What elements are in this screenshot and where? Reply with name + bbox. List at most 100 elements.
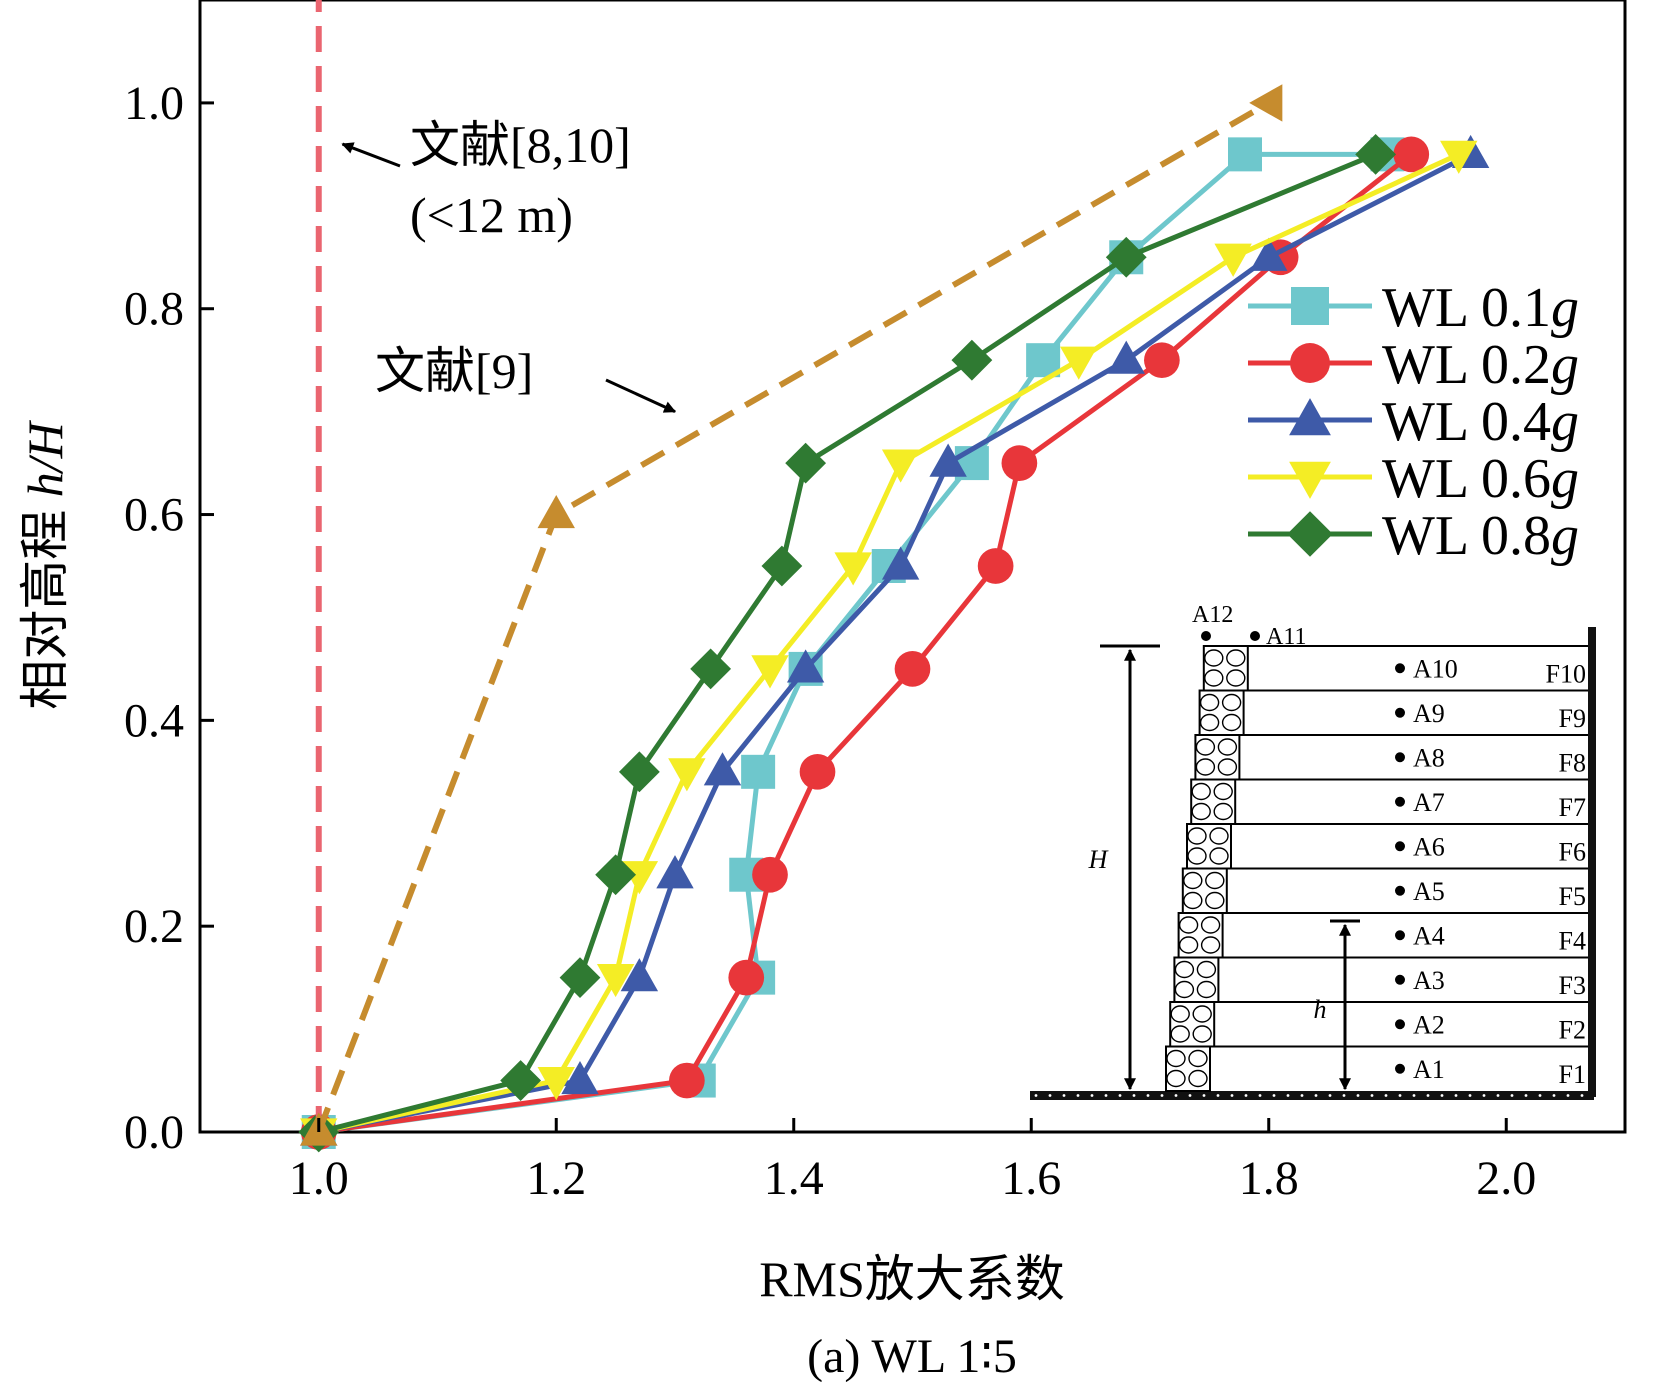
inset-ground-dot <box>1384 1094 1388 1097</box>
data-point <box>561 1060 599 1095</box>
inset-ground-dot <box>1202 1094 1206 1097</box>
inset-stone-block <box>1165 1045 1211 1092</box>
inset-floor-label: F7 <box>1559 793 1586 822</box>
legend-swatch-marker <box>1290 343 1330 383</box>
inset-stone <box>1204 669 1224 687</box>
legend-item: WL 0.2g <box>1248 334 1579 396</box>
inset-stone-block <box>1177 912 1224 959</box>
inset-floor-label: F3 <box>1559 971 1586 1000</box>
legend-item: WL 0.6g <box>1248 448 1579 510</box>
plot-frame <box>198 0 1627 1134</box>
inset-ground-dot <box>1468 1094 1472 1097</box>
data-point <box>1144 342 1180 379</box>
inset-sensor-label: A12 <box>1192 602 1233 628</box>
inset-sensor-label: A7 <box>1413 788 1445 817</box>
data-point <box>834 552 872 586</box>
plot-frame-group <box>198 0 1627 1134</box>
data-point <box>656 855 694 889</box>
inset-floor-label: F10 <box>1546 660 1586 689</box>
data-point <box>761 545 803 587</box>
inset-sensor-label: A10 <box>1413 654 1458 683</box>
inset-stone <box>1209 827 1229 845</box>
legend-label-unit: g <box>1551 277 1579 339</box>
inset-stone <box>1226 669 1246 687</box>
inset-ground-dot <box>1146 1094 1150 1097</box>
inset-sensor-dot <box>1395 752 1405 763</box>
data-point <box>799 753 836 790</box>
data-point <box>1214 243 1252 277</box>
inset-stone <box>1178 936 1199 954</box>
inset-ground-dot <box>1272 1094 1276 1097</box>
data-point <box>929 443 967 477</box>
inset-h-label: h <box>1314 995 1327 1024</box>
data-point <box>703 752 742 786</box>
data-point <box>1228 137 1262 172</box>
inset-H-label: H <box>1088 845 1109 874</box>
inset-sensor-dot <box>1395 1063 1405 1074</box>
data-point <box>669 1062 705 1099</box>
annotation-text: (<12 m) <box>410 187 573 243</box>
inset-sensor: A12 <box>1192 602 1233 641</box>
data-point <box>752 856 788 893</box>
inset-ground-dot <box>1524 1094 1528 1097</box>
inset-stone <box>1188 1069 1208 1088</box>
inset-stone <box>1217 758 1238 776</box>
inset-stone <box>1192 1005 1212 1023</box>
inset-stone <box>1195 758 1216 776</box>
legend-label-unit: g <box>1551 391 1579 453</box>
inset-ground-dot <box>1188 1094 1192 1097</box>
series-2 <box>300 134 1490 1146</box>
inset-ground-dot <box>1496 1094 1500 1097</box>
inset-stone <box>1204 649 1224 667</box>
inset-stone <box>1188 1049 1208 1068</box>
inset-sensor-dot <box>1395 1019 1405 1030</box>
legend-label-text: WL 0.1 <box>1382 277 1551 339</box>
inset-stone <box>1166 1049 1186 1068</box>
inset-floor-label: F1 <box>1559 1060 1586 1089</box>
inset-ground-dot <box>1580 1094 1584 1097</box>
inset-stone <box>1226 649 1246 667</box>
inset-sensor-dot <box>1395 841 1405 852</box>
inset-block-outline <box>1198 689 1245 736</box>
y-tick-label: 0.0 <box>124 1106 184 1159</box>
inset-ground-dot <box>1076 1094 1080 1097</box>
inset-ground-dot <box>1062 1094 1066 1097</box>
inset-stone-block <box>1169 1001 1216 1048</box>
y-tick-label: 0.2 <box>124 900 184 953</box>
inset-stone <box>1199 713 1220 732</box>
data-point <box>1060 346 1098 380</box>
annotation-ref-8-10: 文献[8,10] (<12 m) <box>341 117 631 243</box>
y-axis-title-italic: h/H <box>17 419 73 497</box>
annotation-arrow <box>605 378 677 413</box>
inset-sensor-label: A6 <box>1413 832 1445 861</box>
inset-sensor: A1 <box>1395 1055 1445 1084</box>
inset-stone-block <box>1202 645 1249 692</box>
inset-floor-label: F9 <box>1559 704 1586 733</box>
inset-stone <box>1170 1005 1190 1023</box>
inset-sensor-dot <box>1395 707 1405 718</box>
inset-ground-dot <box>1118 1094 1122 1097</box>
inset-stone <box>1213 802 1233 821</box>
data-point <box>500 1060 542 1101</box>
inset-ground-dot <box>1510 1094 1514 1097</box>
inset-ground-dot <box>1216 1094 1220 1097</box>
data-point <box>728 959 765 996</box>
inset-stone <box>1213 782 1233 801</box>
data-point <box>951 339 993 381</box>
legend-swatch-marker <box>1289 398 1331 436</box>
inset-sensor-label: A1 <box>1413 1055 1445 1084</box>
data-point <box>894 651 931 687</box>
data-point <box>690 648 732 690</box>
legend-item: WL 0.8g <box>1248 505 1579 567</box>
inset-ground-dot <box>1174 1094 1178 1097</box>
inset-ground-dot <box>1300 1094 1304 1097</box>
inset-floor-label: F2 <box>1559 1016 1586 1045</box>
data-point <box>1393 136 1430 173</box>
inset-stone <box>1200 936 1221 954</box>
legend-label: WL 0.8g <box>1382 505 1579 567</box>
inset-sensor: A10 <box>1395 654 1458 683</box>
inset-stone <box>1221 693 1242 712</box>
y-axis-title: 相对高程 h/H <box>17 419 73 709</box>
